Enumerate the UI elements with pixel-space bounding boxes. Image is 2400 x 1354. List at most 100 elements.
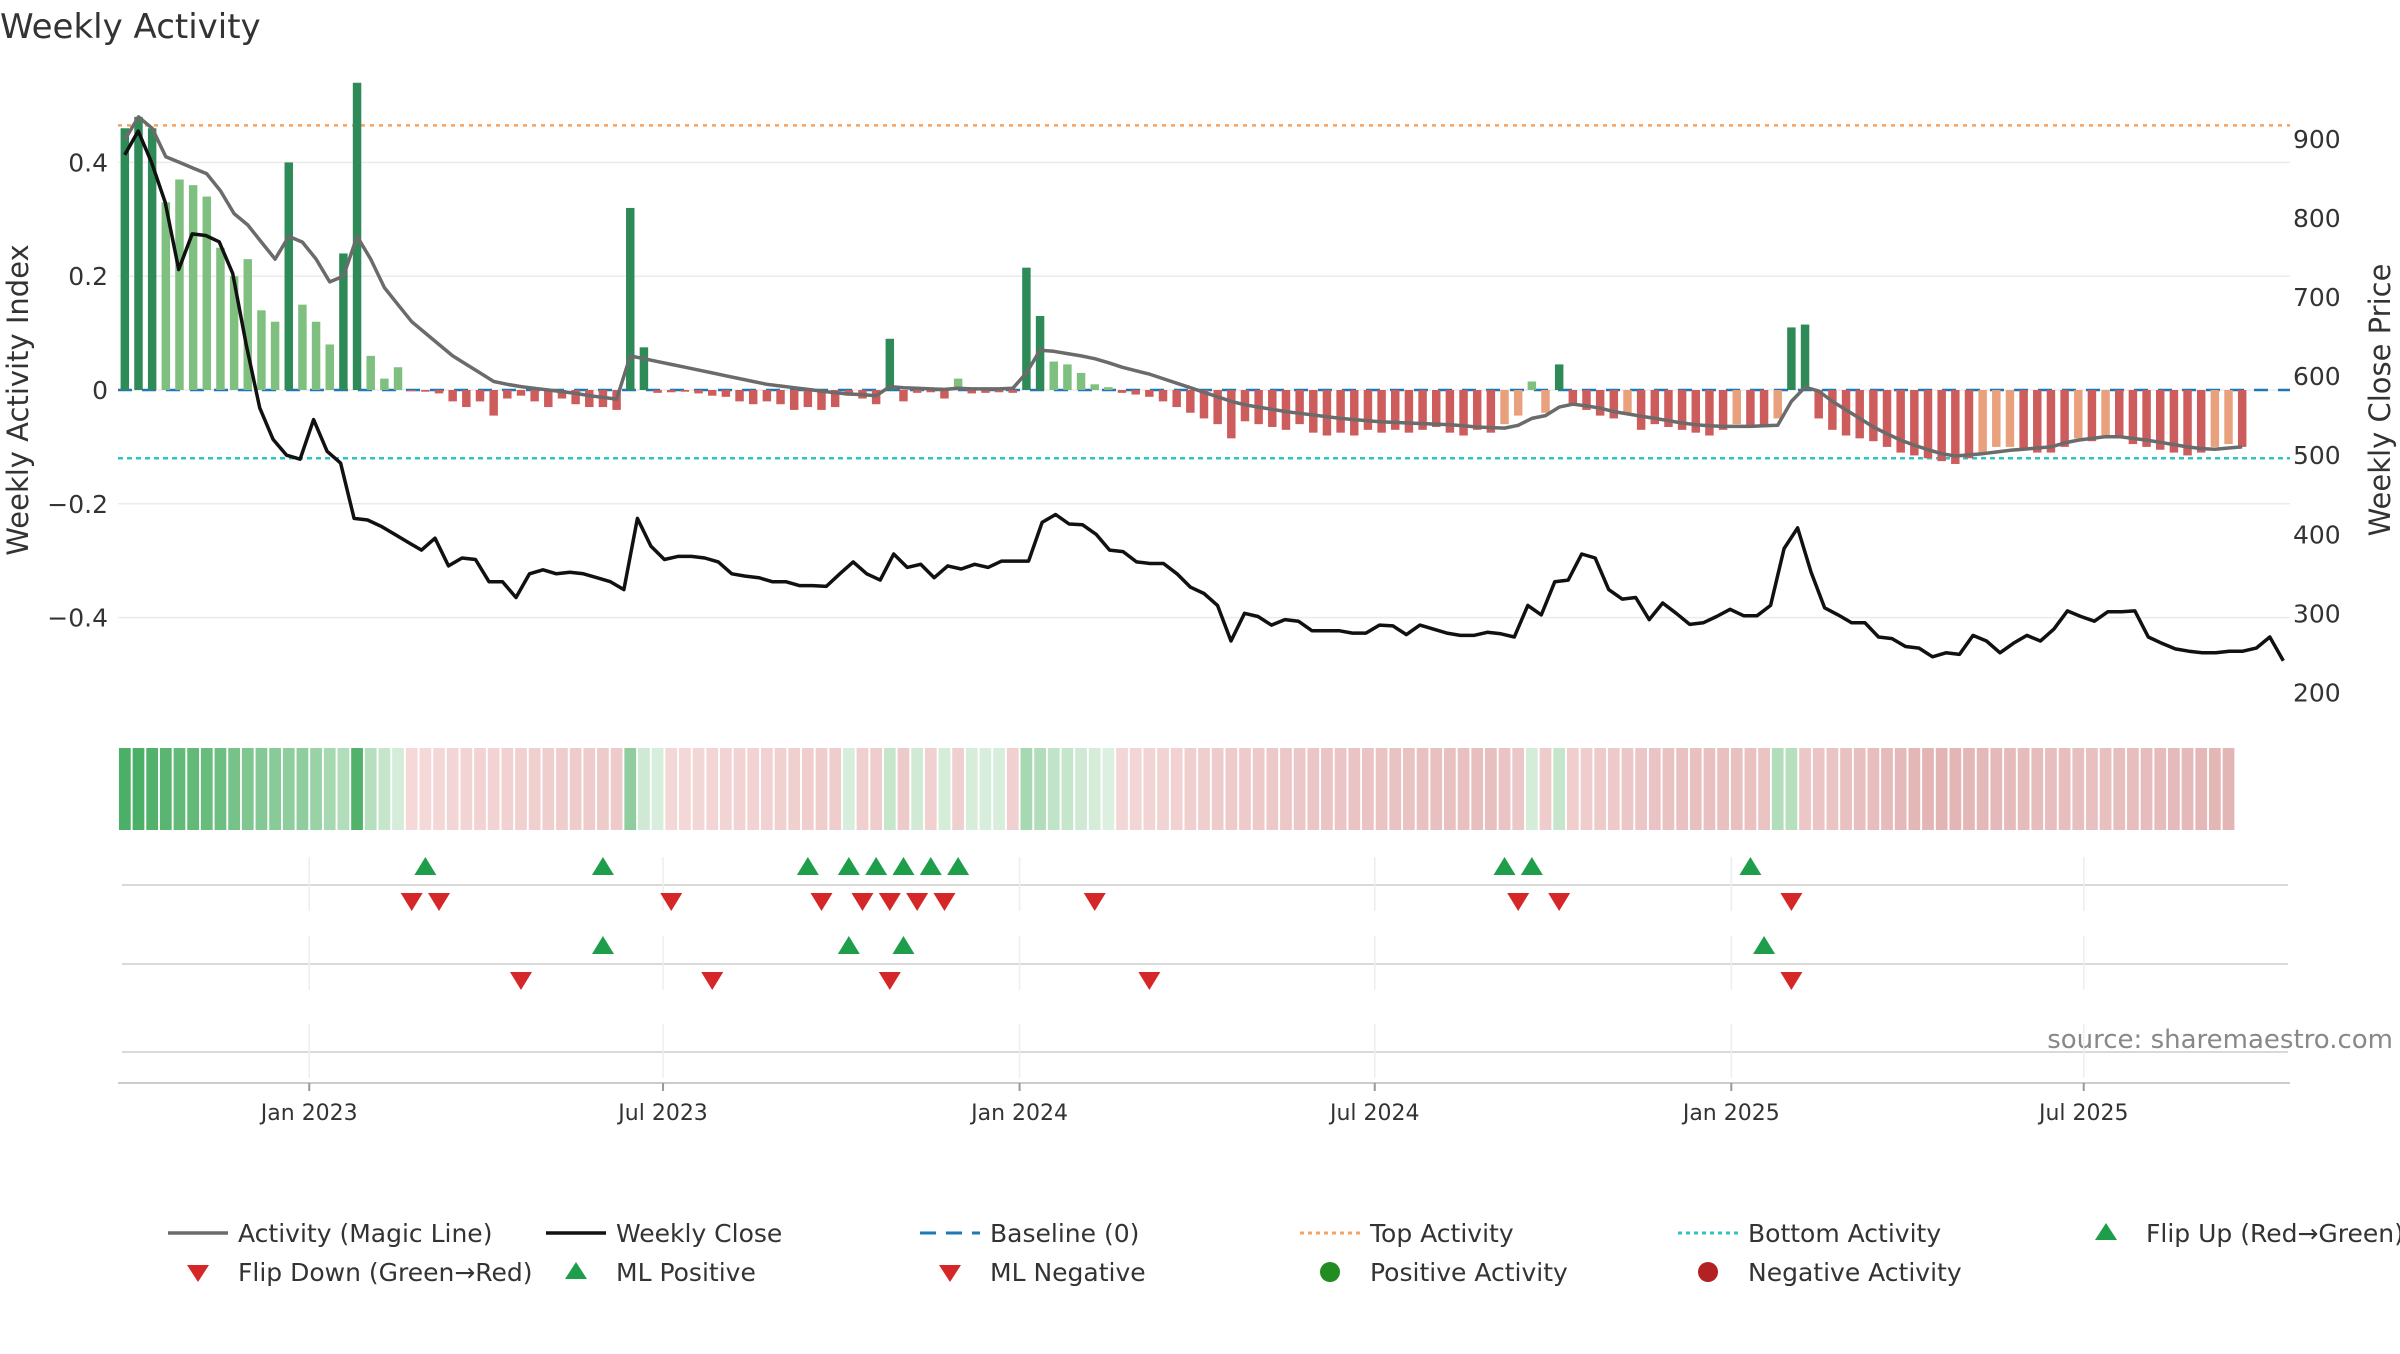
activity-bar (667, 390, 675, 392)
activity-bar (1596, 390, 1604, 416)
strip-cell (1731, 748, 1743, 830)
down-triangle-marker (510, 972, 532, 990)
activity-bar (585, 390, 593, 407)
strip-cell (1116, 748, 1128, 830)
strip-cell (542, 748, 554, 830)
down-triangle-marker (811, 893, 833, 911)
left-tick-labels: 0.4 0.2 0 −0.2 −0.4 (47, 148, 108, 632)
activity-bar (1131, 390, 1139, 395)
strip-cell (1335, 748, 1347, 830)
strip-cell (1130, 748, 1142, 830)
activity-bar (1063, 364, 1071, 390)
strip-cell (1184, 748, 1196, 830)
x-axis: Jan 2023 Jul 2023 Jan 2024 Jul 2024 Jan 2025… (118, 1083, 2290, 1126)
strip-cell (1499, 748, 1511, 830)
strip-cell (310, 748, 322, 830)
strip-cell (1444, 748, 1456, 830)
activity-bar (1009, 390, 1017, 393)
activity-bar (694, 390, 702, 393)
activity-bar (2211, 390, 2219, 447)
right-tick-label: 600 (2293, 362, 2341, 391)
up-triangle-marker (592, 936, 614, 954)
strip-cell (611, 748, 623, 830)
up-triangle-marker (1494, 857, 1516, 875)
legend-label: ML Negative (990, 1258, 1146, 1287)
strip-cell (870, 748, 882, 830)
legend-swatch (565, 1262, 587, 1279)
legend-swatch (939, 1265, 961, 1282)
strip-cell (1635, 748, 1647, 830)
up-triangle-marker (838, 936, 860, 954)
strip-cell (2127, 748, 2139, 830)
right-tick-label: 800 (2293, 204, 2341, 233)
strip-cell (993, 748, 1005, 830)
strip-cell (1321, 748, 1333, 830)
right-tick-label: 500 (2293, 441, 2341, 470)
strip-cell (1867, 748, 1879, 830)
strip-cell (747, 748, 759, 830)
left-tick-label: 0.2 (68, 262, 108, 291)
strip-cell (1471, 748, 1483, 830)
activity-bar (1623, 390, 1631, 413)
activity-bar (189, 185, 197, 390)
activity-bar (1719, 390, 1727, 430)
up-triangle-marker (892, 936, 914, 954)
activity-bar (476, 390, 484, 401)
down-triangle-marker (1084, 893, 1106, 911)
activity-bar (2019, 390, 2027, 450)
activity-bar (1541, 390, 1549, 413)
x-tick-label: Jul 2023 (616, 1101, 708, 1126)
activity-bar (1514, 390, 1522, 416)
strip-cell (515, 748, 527, 830)
strip-cell (1676, 748, 1688, 830)
legend-label: ML Positive (616, 1258, 756, 1287)
activity-bar (435, 390, 443, 393)
up-triangle-marker (838, 857, 860, 875)
strip-cell (1758, 748, 1770, 830)
chart-title: Weekly Activity (0, 7, 261, 47)
strip-cell (2086, 748, 2098, 830)
strip-cell (638, 748, 650, 830)
strip-cell (2182, 748, 2194, 830)
strip-cell (2154, 748, 2166, 830)
activity-bar (1159, 390, 1167, 401)
strip-cell (1485, 748, 1497, 830)
activity-bar (121, 128, 129, 390)
strip-cell (297, 748, 309, 830)
strip-cell (1908, 748, 1920, 830)
activity-bar (1364, 390, 1372, 430)
strip-cell (1690, 748, 1702, 830)
strip-cell (1813, 748, 1825, 830)
down-triangle-marker (879, 893, 901, 911)
strip-cell (1949, 748, 1961, 830)
strip-cell (1253, 748, 1265, 830)
legend-swatch (1698, 1262, 1718, 1282)
strip-cell (433, 748, 445, 830)
strip-cell (1075, 748, 1087, 830)
activity-bar (1405, 390, 1413, 433)
activity-bar (394, 367, 402, 390)
activity-bar (312, 322, 320, 390)
strip-cell (1307, 748, 1319, 830)
activity-bar (2033, 390, 2041, 453)
strip-cell (952, 748, 964, 830)
strip-cell (228, 748, 240, 830)
up-triangle-marker (1753, 936, 1775, 954)
strip-cell (966, 748, 978, 830)
activity-bar (1869, 390, 1877, 441)
strip-cell (1212, 748, 1224, 830)
activity-bar (326, 344, 334, 390)
activity-bar (776, 390, 784, 404)
strip-cell (1977, 748, 1989, 830)
strip-cell (843, 748, 855, 830)
activity-bar (1896, 390, 1904, 453)
activity-bar (1350, 390, 1358, 436)
activity-bar (735, 390, 743, 401)
activity-bar (285, 162, 293, 390)
strip-cell (734, 748, 746, 830)
strip-cell (802, 748, 814, 830)
legend-label: Flip Down (Green→Red) (238, 1258, 533, 1287)
activity-bar (544, 390, 552, 407)
strip-cell (980, 748, 992, 830)
strip-cell (884, 748, 896, 830)
